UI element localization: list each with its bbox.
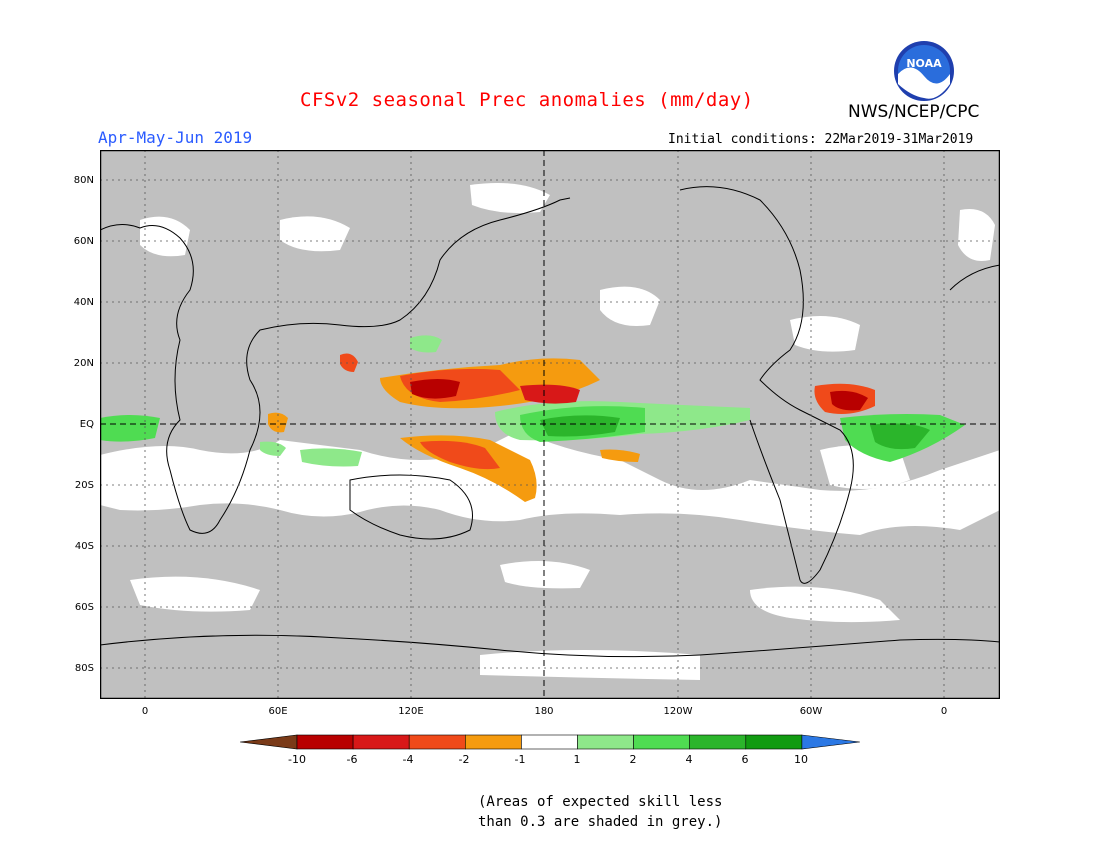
map-gridlines [100, 150, 1000, 699]
agency-label: NWS/NCEP/CPC [848, 102, 980, 122]
noaa-logo: NOAA [894, 41, 954, 101]
forecast-period: Apr-May-Jun 2019 [98, 128, 253, 147]
lon-label-120w: 120W [663, 706, 693, 717]
legend-label: 4 [686, 753, 693, 766]
precipitation-anomaly-map [100, 150, 1000, 699]
legend-label: 6 [742, 753, 749, 766]
lat-label-40n: 40N [73, 297, 94, 308]
legend-labels: -10 -6 -4 -2 -1 1 2 4 6 10 [288, 753, 808, 766]
lat-label-20s: 20S [74, 480, 94, 491]
skill-footnote-line-1: (Areas of expected skill less [478, 794, 723, 810]
legend-swatch [465, 734, 522, 750]
legend-swatch [577, 734, 634, 750]
map-border [100, 150, 1000, 699]
legend-label: -10 [288, 753, 306, 766]
lat-label-60s: 60S [74, 602, 94, 613]
legend-label: -2 [459, 753, 470, 766]
legend-swatches [240, 734, 860, 750]
initial-conditions: Initial conditions: 22Mar2019-31Mar2019 [668, 132, 974, 147]
lat-label-80n: 80N [73, 175, 94, 186]
coastlines [100, 186, 1000, 658]
legend-swatch [521, 734, 578, 750]
legend-label: 2 [630, 753, 637, 766]
lon-label-0-west: 0 [141, 706, 149, 717]
skill-footnote: (Areas of expected skill less than 0.3 a… [478, 792, 722, 832]
lon-label-0-east: 0 [940, 706, 948, 717]
dry-anomaly-regions [268, 353, 875, 502]
lat-label-40s: 40S [74, 541, 94, 552]
legend-swatch [633, 734, 691, 750]
lon-label-60e: 60E [268, 706, 288, 717]
legend-swatch [745, 734, 803, 750]
legend-swatch-high-arrow [801, 734, 860, 750]
lat-label-20n: 20N [73, 358, 94, 369]
lon-label-180: 180 [534, 706, 554, 717]
map-title: CFSv2 seasonal Prec anomalies (mm/day) [300, 89, 754, 111]
legend-swatch-low-arrow [240, 734, 298, 750]
noaa-logo-text: NOAA [906, 57, 942, 70]
lat-label-60n: 60N [73, 236, 94, 247]
legend-swatch [689, 734, 747, 750]
legend-label: -6 [347, 753, 358, 766]
legend-label: -4 [403, 753, 414, 766]
color-scale-legend: -10 -6 -4 -2 -1 1 2 4 6 10 [240, 734, 860, 766]
wet-anomaly-regions [100, 335, 965, 467]
lat-label-eq: EQ [79, 419, 94, 430]
legend-label: 1 [574, 753, 581, 766]
legend-label: -1 [515, 753, 526, 766]
legend-swatch [352, 734, 410, 750]
map-reference-lines [100, 150, 1000, 699]
legend-label: 10 [794, 753, 808, 766]
lon-label-60w: 60W [799, 706, 823, 717]
legend-swatch [408, 734, 466, 750]
legend-swatch [296, 734, 354, 750]
skill-footnote-line-2: than 0.3 are shaded in grey.) [478, 814, 723, 830]
lon-label-120e: 120E [398, 706, 424, 717]
lat-label-80s: 80S [74, 663, 94, 674]
